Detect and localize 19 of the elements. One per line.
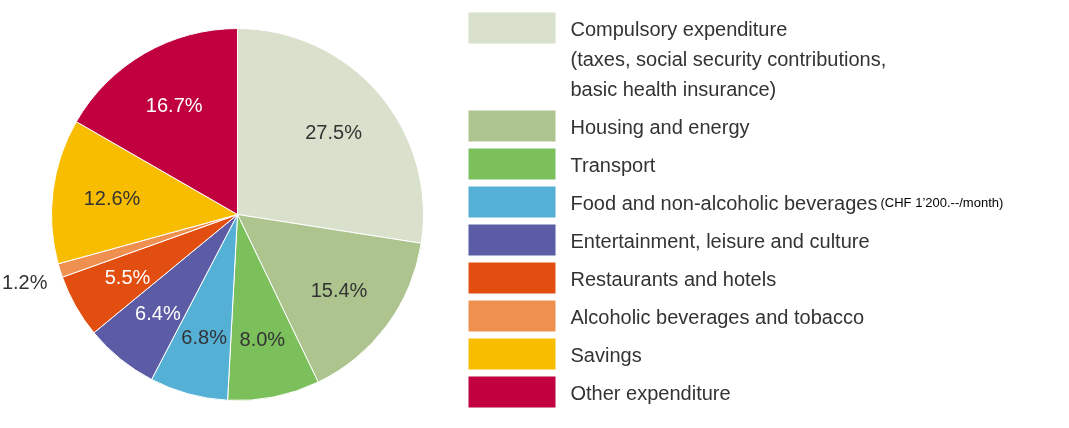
data-label: 12.6%	[83, 187, 141, 210]
data-label: 5.5%	[104, 265, 151, 288]
legend-label: Entertainment, leisure and culture	[570, 229, 870, 252]
legend-label: Restaurants and hotels	[570, 267, 777, 290]
legend-label: Other expenditure	[570, 381, 731, 404]
data-label: 1.2%	[1, 270, 48, 293]
legend-label: Food and non-alcoholic beverages	[570, 191, 878, 214]
text: (CHF 1’200.--/month)	[880, 195, 1004, 210]
legend-label: Transport	[570, 153, 656, 176]
data-label: 15.4%	[310, 278, 368, 301]
legend-label: Compulsory expenditure (taxes, social security contributions, basic health insurance)	[570, 17, 887, 100]
legend-label: Savings	[570, 343, 642, 366]
data-label: 27.5%	[305, 121, 363, 144]
data-label: 8.0%	[239, 327, 286, 350]
data-label: 6.8%	[181, 325, 228, 348]
data-label: 6.4%	[135, 301, 181, 324]
data-label: 16.7%	[145, 94, 203, 116]
legend-label: Alcoholic beverages and tobacco	[570, 305, 865, 328]
legend-label: Housing and energy	[570, 115, 750, 138]
